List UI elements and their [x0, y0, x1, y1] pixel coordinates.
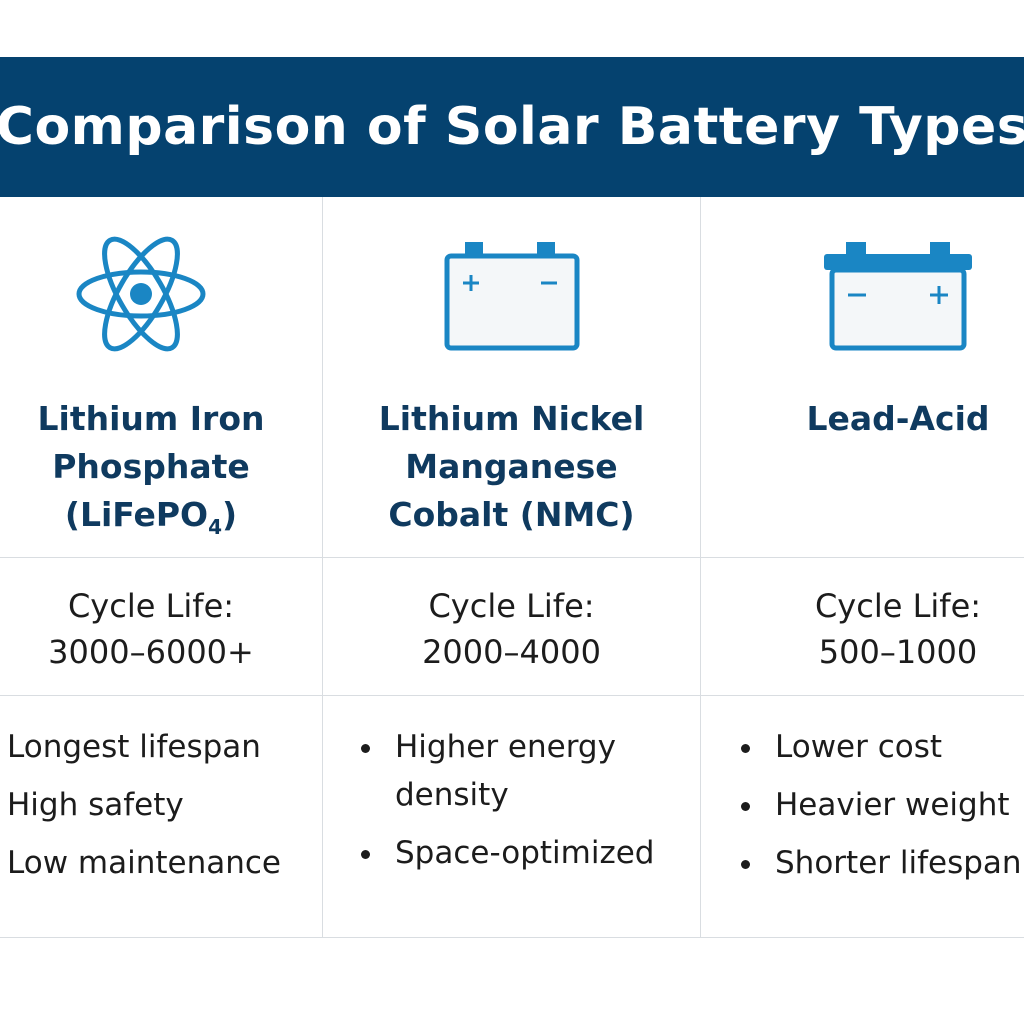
battery-name: Lithium Iron Phosphate (LiFePO4) [0, 395, 322, 551]
battery-name-line: Phosphate [52, 447, 250, 486]
row-divider [0, 557, 1024, 558]
battery-column-nmc: Lithium Nickel Manganese Cobalt (NMC) Cy… [323, 197, 700, 937]
battery-name: Lead-Acid [701, 395, 1024, 443]
title-bar: Comparison of Solar Battery Types [0, 57, 1024, 197]
cycle-life: Cycle Life: 2000–4000 [323, 583, 700, 675]
battery-name-line: Lead-Acid [806, 399, 990, 438]
cycle-life-label: Cycle Life: [67, 587, 235, 625]
battery-name-line: Cobalt (NMC) [388, 495, 635, 534]
cycle-life-label: Cycle Life: [428, 587, 595, 625]
list-item: High safety [7, 787, 184, 823]
feature-text: density [395, 777, 509, 813]
cycle-life: Cycle Life: 3000–6000+ [0, 583, 322, 675]
battery-name-line: (LiFePO4) [64, 495, 238, 539]
list-item: Heavier weight [735, 781, 1022, 829]
list-item: Space-optimized [355, 829, 654, 877]
list-item: Longest lifespan [7, 729, 261, 765]
battery-column-lead-acid: Lead-Acid Cycle Life: 500–1000 Lower cos… [701, 197, 1024, 937]
list-item: Lower cost [735, 723, 1022, 771]
row-divider [0, 695, 1024, 696]
battery-name: Lithium Nickel Manganese Cobalt (NMC) [323, 395, 700, 539]
cycle-life-value: 500–1000 [818, 633, 978, 671]
page-title: Comparison of Solar Battery Types [0, 97, 1024, 157]
battery-icon [323, 229, 700, 359]
feature-text: Higher energy [395, 729, 616, 765]
battery-name-line: Manganese [405, 447, 618, 486]
feature-list: Higher energy density Space-optimized [355, 723, 654, 887]
feature-list: Lower cost Heavier weight Shorter lifesp… [735, 723, 1022, 897]
battery-name-line: Lithium Nickel [378, 399, 645, 438]
list-item: Shorter lifespan [735, 839, 1022, 887]
column-divider [322, 197, 323, 937]
cycle-life-value: 3000–6000+ [48, 633, 254, 671]
lead-acid-battery-icon [701, 229, 1024, 359]
column-divider [700, 197, 701, 937]
list-item: Higher energy density [355, 723, 654, 819]
cycle-life-label: Cycle Life: [814, 587, 982, 625]
atom-icon [0, 229, 322, 359]
row-divider [0, 937, 1024, 938]
list-item: Low maintenance [7, 845, 281, 881]
cycle-life-value: 2000–4000 [422, 633, 601, 671]
cycle-life: Cycle Life: 500–1000 [701, 583, 1024, 675]
battery-column-lifepo4: Lithium Iron Phosphate (LiFePO4) Cycle L… [0, 197, 322, 937]
feature-list: Longest lifespan High safety Low mainten… [7, 723, 281, 897]
battery-name-line: Lithium Iron [37, 399, 265, 438]
